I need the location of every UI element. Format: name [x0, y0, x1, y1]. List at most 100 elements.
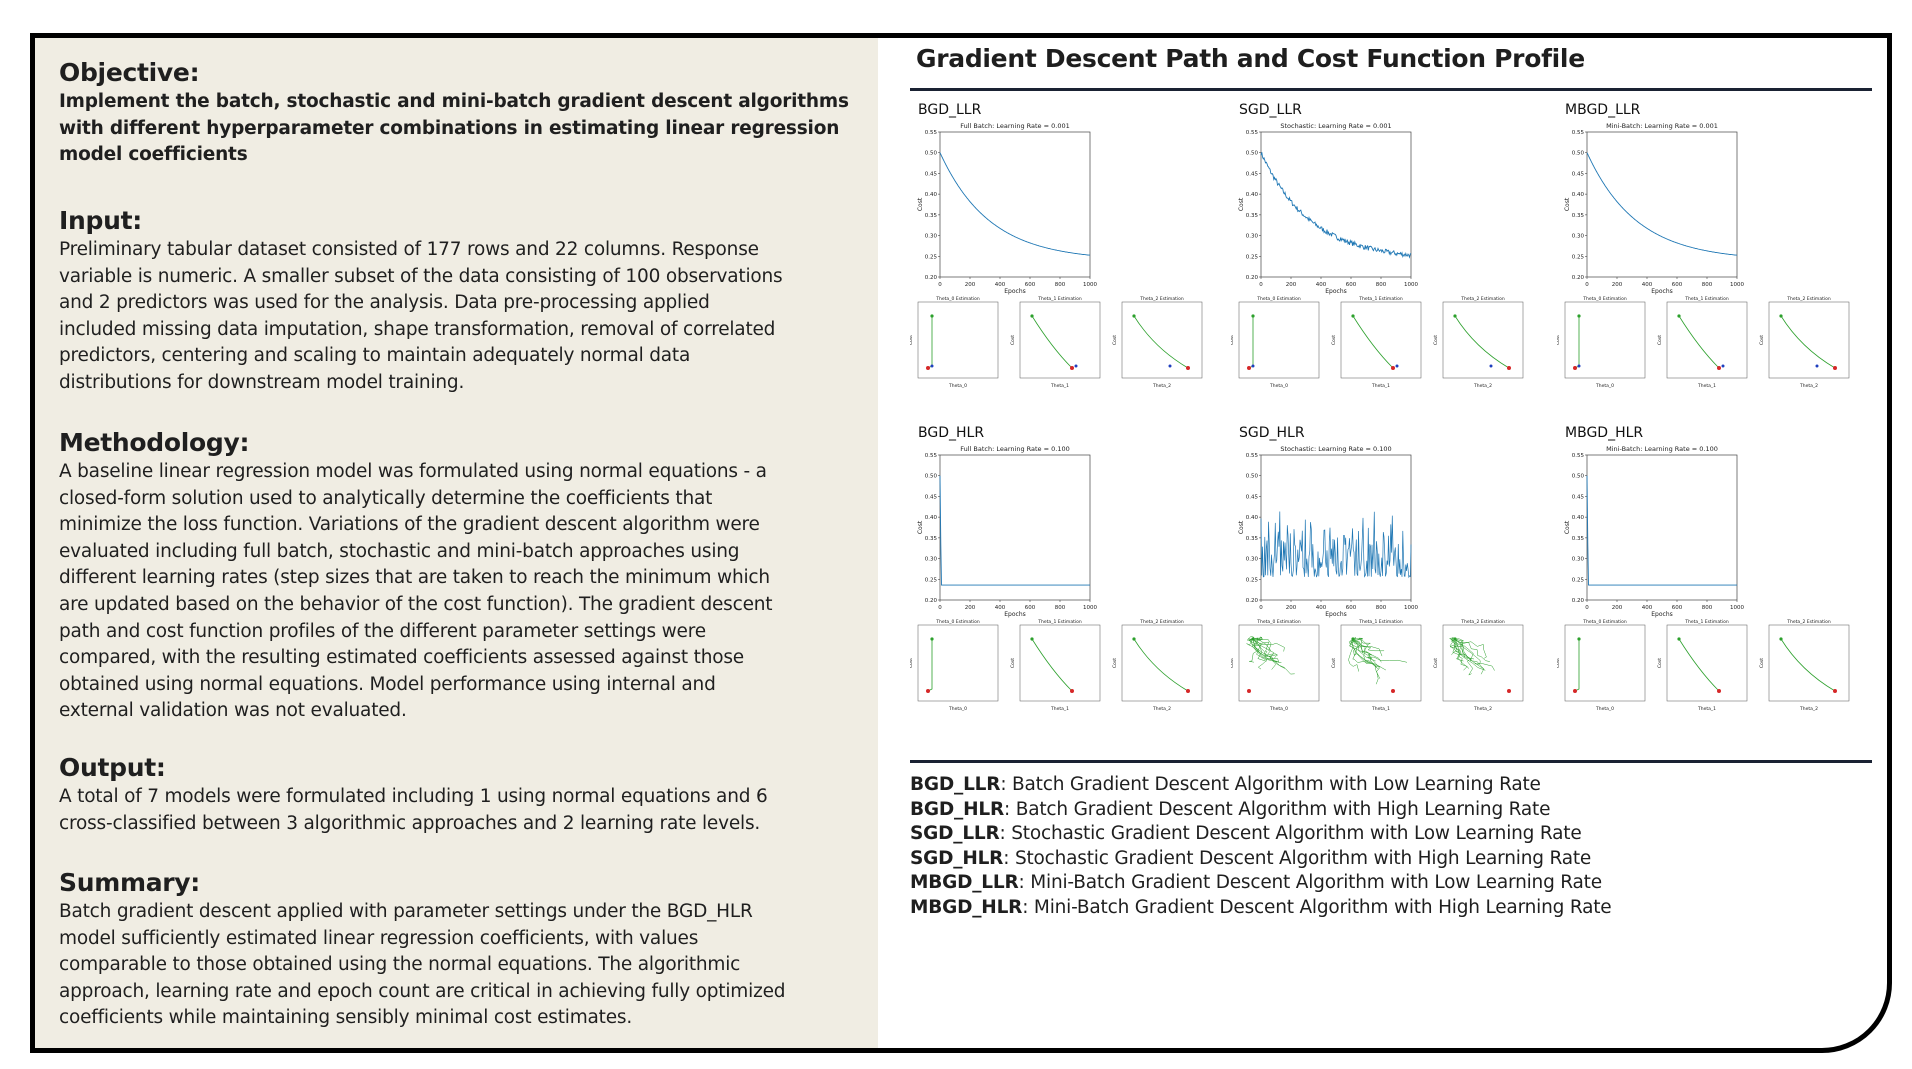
- start-marker: [1251, 637, 1255, 641]
- objective-line: model coefficients: [59, 144, 248, 166]
- x-tick-label: 0: [1585, 282, 1589, 288]
- cost-plot-area: [939, 131, 1091, 278]
- methodology-text: A baseline linear regression model was f…: [59, 459, 869, 725]
- y-tick-label: 0.20: [1246, 598, 1259, 604]
- end-marker: [1507, 366, 1511, 370]
- x-tick-label: 0: [1259, 605, 1263, 611]
- y-tick-label: 0.55: [1572, 453, 1585, 459]
- cost-plot-area: [939, 454, 1091, 601]
- path-x-label: Theta_0: [1595, 383, 1614, 389]
- start-marker: [930, 637, 934, 641]
- panel-label: MBGD_HLR: [1565, 425, 1644, 441]
- x-axis-label: Epochs: [1004, 611, 1026, 618]
- path-plot-area: [1442, 301, 1524, 379]
- x-tick-label: 200: [1612, 605, 1623, 611]
- output-line: cross-classified between 3 algorithmic a…: [59, 812, 761, 834]
- start-marker: [1132, 314, 1136, 318]
- path-chart-title: Theta_0 Estimation: [1256, 296, 1301, 302]
- start-marker: [1132, 637, 1136, 641]
- output-title: Output:: [59, 753, 166, 782]
- y-tick-label: 0.25: [1246, 577, 1259, 583]
- x-tick-label: 800: [1376, 282, 1387, 288]
- path-chart-title: Theta_0 Estimation: [1256, 619, 1301, 625]
- objective-line: with different hyperparameter combinatio…: [59, 117, 840, 139]
- y-tick-label: 0.40: [1572, 192, 1585, 198]
- input-line: and 2 predictors was used for the analys…: [59, 292, 710, 314]
- path-chart-title: Theta_2 Estimation: [1786, 619, 1831, 625]
- reference-marker: [1251, 364, 1255, 368]
- descent-path: [1252, 638, 1295, 675]
- y-tick-label: 0.55: [1246, 130, 1259, 136]
- cost-line: [1586, 152, 1738, 256]
- path-chart-title: Theta_2 Estimation: [1460, 619, 1505, 625]
- y-tick-label: 0.30: [1572, 557, 1585, 563]
- y-tick-label: 0.20: [925, 275, 938, 281]
- descent-path: [1451, 637, 1460, 655]
- reference-marker: [1489, 364, 1493, 368]
- title-divider: [910, 88, 1872, 91]
- path-chart-title: Theta_2 Estimation: [1786, 296, 1831, 302]
- cost-chart-title: Stochastic: Learning Rate = 0.001: [1280, 122, 1391, 130]
- path-x-label: Theta_2: [1799, 383, 1818, 389]
- y-tick-label: 0.30: [925, 557, 938, 563]
- end-marker: [1070, 689, 1074, 693]
- end-marker: [1186, 366, 1190, 370]
- summary-line: model sufficiently estimated linear regr…: [59, 927, 699, 949]
- objective-title: Objective:: [59, 58, 200, 87]
- x-tick-label: 400: [1642, 282, 1653, 288]
- input-text: Preliminary tabular dataset consisted of…: [59, 237, 869, 397]
- y-tick-label: 0.55: [1246, 453, 1259, 459]
- y-tick-label: 0.50: [1572, 474, 1585, 480]
- path-x-label: Theta_1: [1697, 706, 1716, 712]
- descent-path: [1678, 315, 1720, 369]
- path-plot-area: [1666, 301, 1748, 379]
- abbreviation-legend: BGD_LLR: Batch Gradient Descent Algorith…: [910, 773, 1612, 920]
- reference-marker: [1168, 364, 1172, 368]
- y-tick-label: 0.30: [1572, 234, 1585, 240]
- path-x-label: Theta_2: [1473, 706, 1492, 712]
- descent-path: [1252, 636, 1272, 651]
- output-text: A total of 7 models were formulated incl…: [59, 784, 869, 837]
- path-x-label: Theta_1: [1697, 383, 1716, 389]
- cost-chart-title: Full Batch: Learning Rate = 0.100: [960, 445, 1070, 453]
- y-axis-label: Cost: [1564, 520, 1571, 534]
- path-x-label: Theta_0: [948, 383, 967, 389]
- y-tick-label: 0.45: [925, 171, 938, 177]
- end-marker: [1391, 689, 1395, 693]
- x-tick-label: 1000: [1730, 282, 1744, 288]
- path-chart-title: Theta_2 Estimation: [1139, 296, 1184, 302]
- end-marker: [1391, 366, 1395, 370]
- x-tick-label: 400: [1316, 605, 1327, 611]
- y-tick-label: 0.45: [1246, 494, 1259, 500]
- descent-path: [1349, 638, 1387, 671]
- path-chart-title: Theta_1 Estimation: [1358, 619, 1403, 625]
- descent-path: [1780, 638, 1836, 692]
- path-y-label: Cost: [1433, 335, 1439, 345]
- y-tick-label: 0.35: [925, 213, 938, 219]
- path-x-label: Theta_1: [1371, 383, 1390, 389]
- summary-line: Batch gradient descent applied with para…: [59, 901, 753, 922]
- start-marker: [1453, 314, 1457, 318]
- y-tick-label: 0.40: [925, 192, 938, 198]
- y-tick-label: 0.35: [925, 536, 938, 542]
- start-marker: [1779, 314, 1783, 318]
- summary-title: Summary:: [59, 868, 200, 897]
- path-x-label: Theta_2: [1152, 706, 1171, 712]
- path-y-label: Cost: [1010, 658, 1016, 668]
- path-x-label: Theta_1: [1050, 383, 1069, 389]
- cost-chart-title: Mini-Batch: Learning Rate = 0.100: [1606, 445, 1718, 453]
- panel-sgd-llr: SGD_LLR Stochastic: Learning Rate = 0.001…: [1231, 98, 1546, 418]
- y-tick-label: 0.45: [1246, 171, 1259, 177]
- y-tick-label: 0.35: [1246, 536, 1259, 542]
- start-marker: [1779, 637, 1783, 641]
- panel-charts: Mini-Batch: Learning Rate = 0.100 0.20 0.2…: [1557, 445, 1850, 712]
- x-axis-label: Epochs: [1651, 611, 1673, 618]
- path-y-label: Cost: [1657, 658, 1663, 668]
- descent-path: [1352, 638, 1385, 652]
- x-tick-label: 1000: [1730, 605, 1744, 611]
- y-tick-label: 0.35: [1572, 536, 1585, 542]
- end-marker: [1573, 689, 1577, 693]
- path-x-label: Theta_1: [1371, 706, 1390, 712]
- y-tick-label: 0.40: [1246, 515, 1259, 521]
- reference-marker: [1395, 364, 1399, 368]
